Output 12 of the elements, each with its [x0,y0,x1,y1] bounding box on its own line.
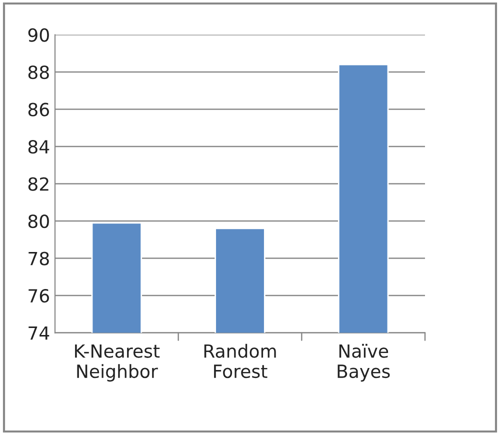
y-tick-label: 80 [28,214,49,228]
x-tick-label: Random Forest [204,344,276,378]
x-tick-label: K-Nearest Neighbor [75,344,160,382]
y-tick-label: 74 [28,326,50,340]
y-tick-label: 84 [28,140,50,154]
y-tick-label: 82 [28,177,48,191]
x-tick-label: Naïve Bayes [338,344,390,382]
y-tick-label: 78 [28,252,49,266]
y-tick-label: 90 [28,28,49,42]
y-tick-label: 86 [28,102,49,116]
y-tick-label: 76 [28,288,49,303]
y-tick-label: 88 [28,66,49,80]
